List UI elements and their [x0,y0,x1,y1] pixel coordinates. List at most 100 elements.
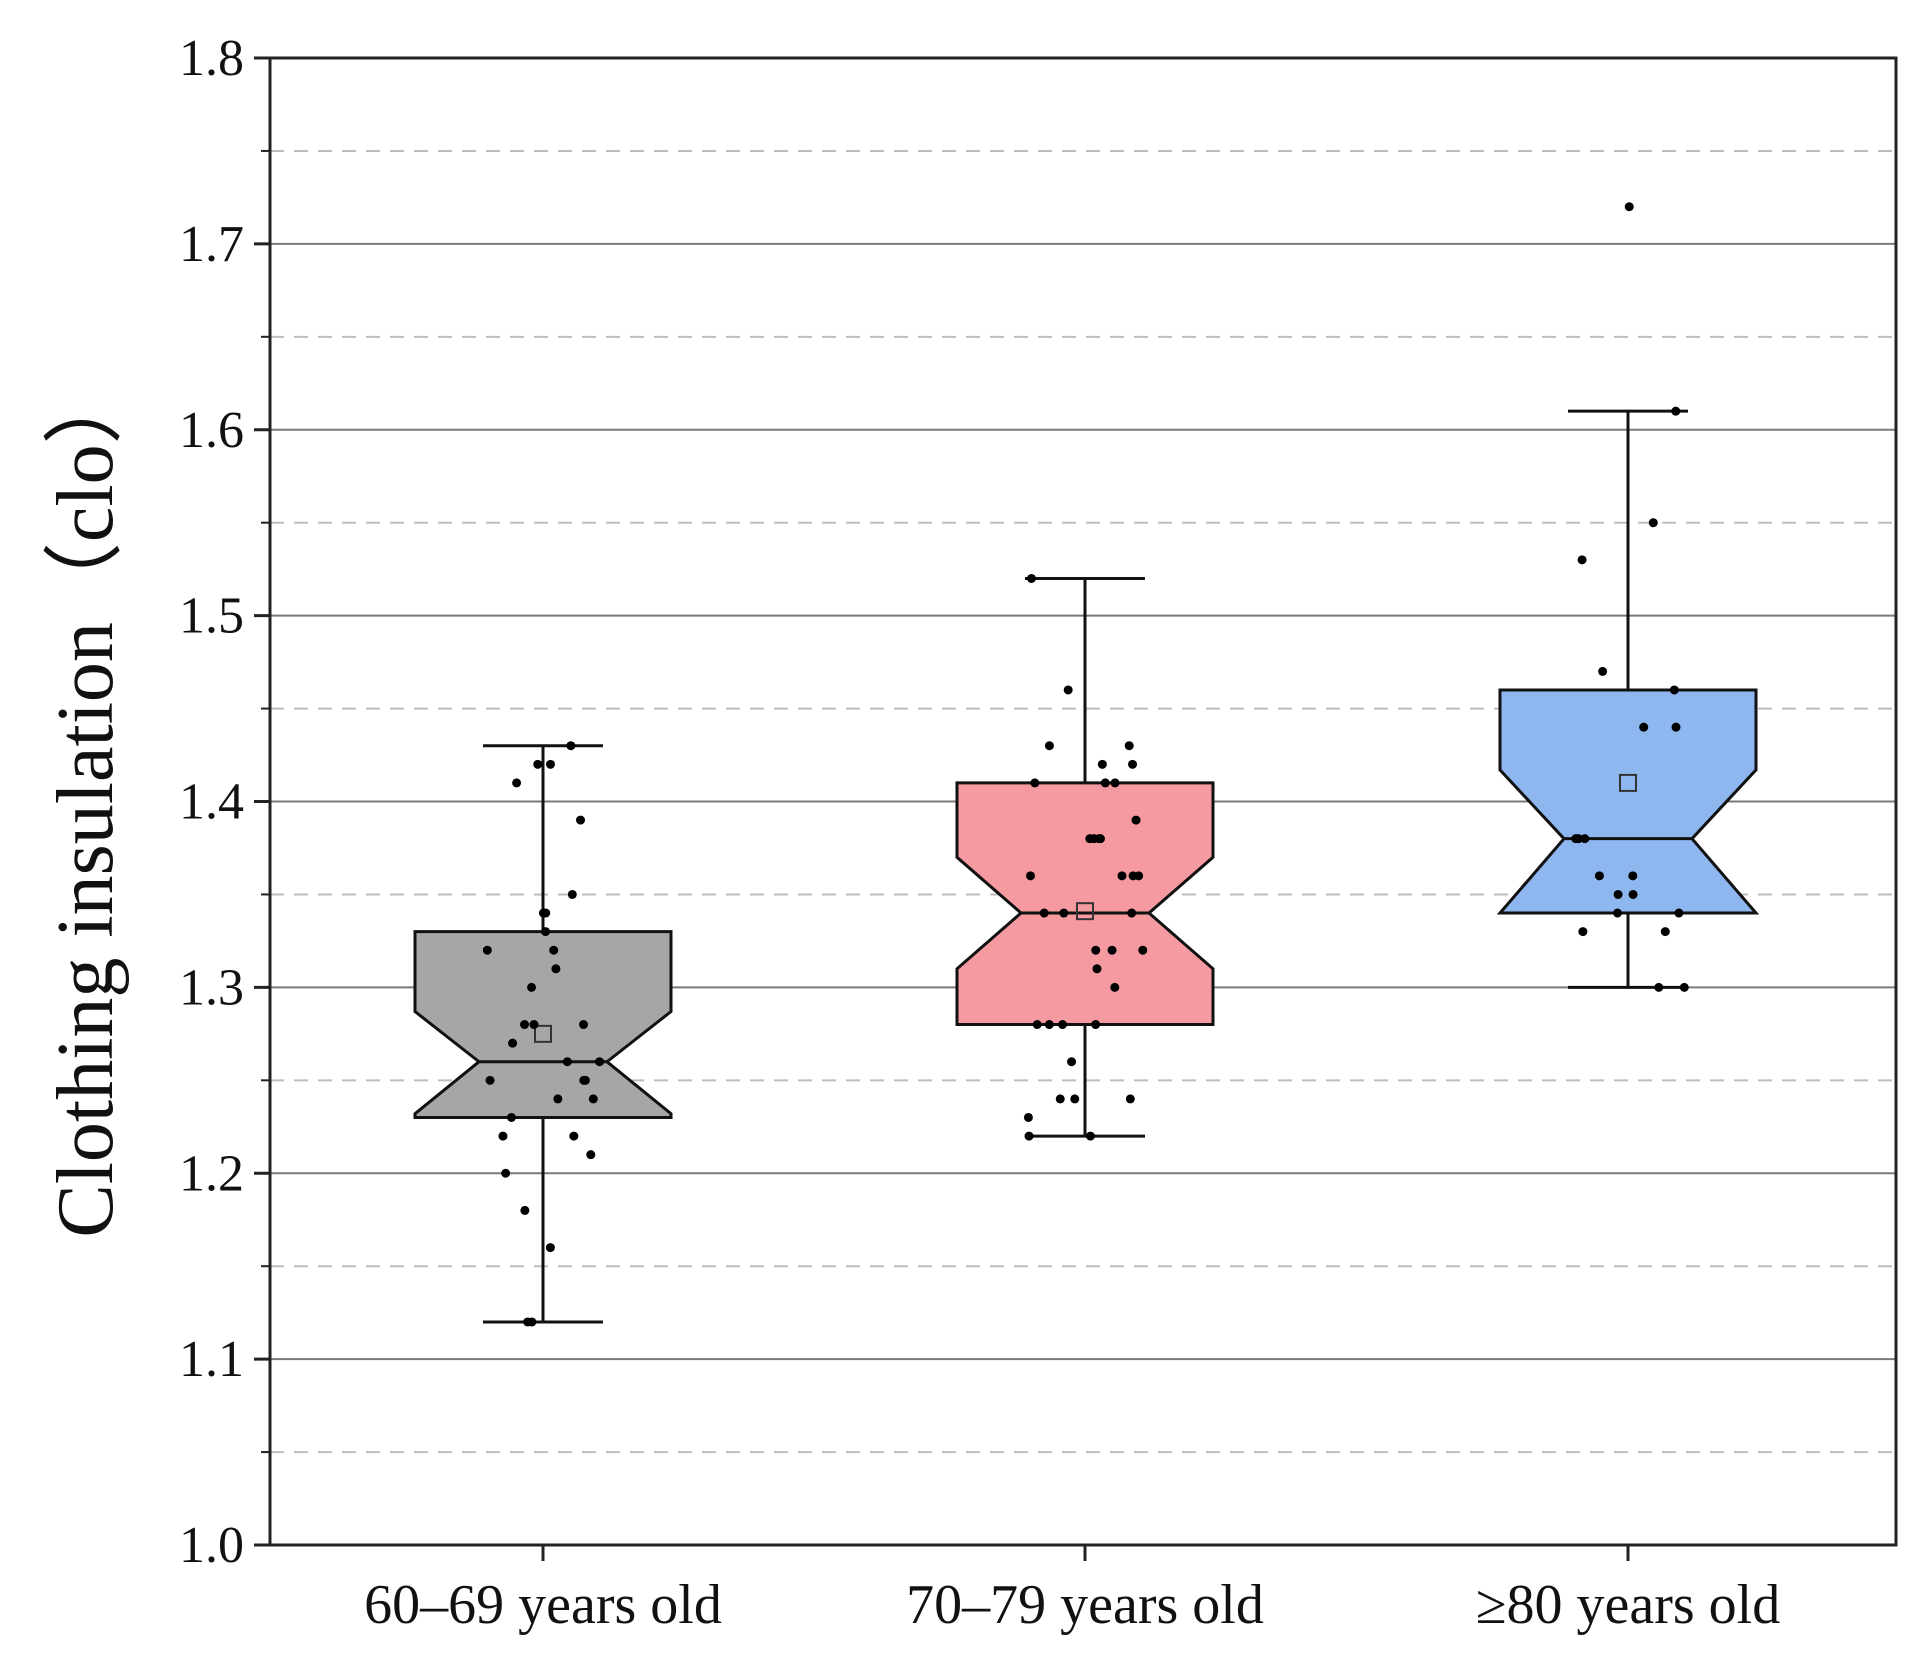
data-point [498,1131,508,1141]
data-point [1598,666,1608,676]
data-point [1679,982,1689,992]
data-point [1039,908,1049,918]
data-point [1085,834,1095,844]
data-point [1110,982,1120,992]
mean-marker [1619,773,1637,792]
data-point [1100,778,1110,788]
data-point [1091,945,1101,955]
data-point [579,1075,589,1085]
data-point [545,759,555,769]
data-point [1110,778,1120,788]
y-tick-label: 1.1 [179,1331,244,1388]
data-point [1578,927,1588,937]
data-point [1057,1020,1067,1030]
data-point [485,1075,495,1085]
data-point [1067,1057,1077,1067]
mean-marker [534,1024,552,1043]
data-point [1128,871,1138,881]
data-point [1085,1131,1095,1141]
data-point [1639,722,1649,732]
data-point [1628,871,1638,881]
y-tick-label: 1.4 [179,774,244,831]
y-tick-label: 1.3 [179,959,244,1016]
data-point [1030,778,1040,788]
data-point [551,964,561,974]
x-category-label: ≥80 years old [1476,1574,1780,1636]
data-point [520,1020,530,1030]
data-point [578,1020,588,1030]
box-series [413,409,1760,1324]
box-group-1 [413,744,673,1324]
notched-box [413,930,673,1119]
data-point [520,1205,530,1215]
y-tick-label: 1.6 [179,402,244,459]
data-point [1092,964,1102,974]
data-point [562,1057,572,1067]
data-point [1023,1112,1033,1122]
data-point [549,945,559,955]
data-point [533,759,543,769]
data-point [569,1131,579,1141]
data-point [588,1094,598,1104]
y-tick-label: 1.7 [179,216,244,273]
x-category-label: 70–79 years old [906,1574,1264,1636]
data-point [541,927,551,937]
data-point [1125,1094,1135,1104]
data-point [1613,889,1623,899]
data-point [1138,945,1148,955]
data-point [1024,1131,1034,1141]
data-point [1117,871,1127,881]
data-point [1032,1020,1042,1030]
notched-box [1496,688,1760,915]
data-point [1094,834,1104,844]
data-point [553,1094,563,1104]
data-point [1124,741,1134,751]
data-point [1571,834,1581,844]
data-point [1671,722,1681,732]
data-point [1127,908,1137,918]
x-category-label: 60–69 years old [364,1574,722,1636]
data-point [501,1168,511,1178]
axes: 1.0 1.1 1.2 1.3 1.4 1.5 1.6 1.7 1.8 60–69 years o… [179,30,1780,1636]
data-point [1654,982,1664,992]
y-tick-label: 1.2 [179,1145,244,1202]
data-point [1026,573,1036,583]
data-point [541,908,551,918]
data-point [545,1243,555,1253]
data-point [1044,741,1054,751]
data-point [1097,759,1107,769]
data-point [1660,927,1670,937]
data-point [1628,889,1638,899]
data-points [482,202,1689,1327]
data-point [1059,908,1069,918]
box-group-3 [1496,409,1760,989]
data-point [1671,406,1681,416]
data-point [482,945,492,955]
mean-marker [1076,902,1094,921]
data-point [529,1020,539,1030]
data-point [567,889,577,899]
data-point [506,1112,516,1122]
data-point [1091,1020,1101,1030]
y-tick-label: 1.5 [179,588,244,645]
y-axis-title: Clothing insulation（clo） [42,364,130,1237]
data-point [1594,871,1604,881]
data-point [1044,1020,1054,1030]
data-point [1131,815,1141,825]
data-point [1624,202,1634,212]
data-point [1613,908,1623,918]
data-point [512,778,522,788]
data-point [527,982,537,992]
data-point [1580,834,1590,844]
data-point [586,1150,596,1160]
data-point [1070,1094,1080,1104]
data-point [1026,871,1036,881]
data-point [527,1317,537,1327]
data-point [1669,685,1679,695]
data-point [1107,945,1117,955]
y-tick-label: 1.0 [179,1517,244,1574]
data-point [1648,518,1658,528]
data-point [1128,759,1138,769]
data-point [1063,685,1073,695]
